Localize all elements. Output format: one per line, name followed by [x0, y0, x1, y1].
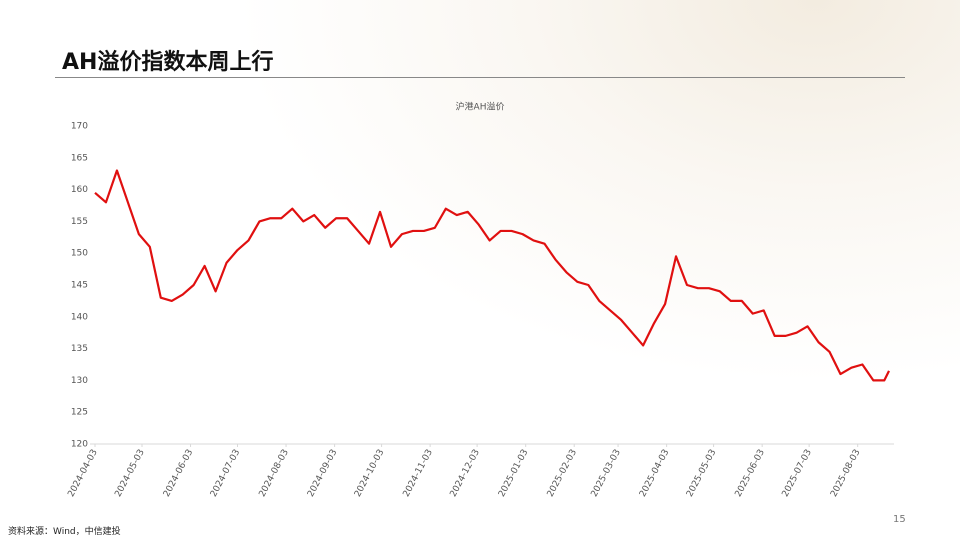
x-tick-label: 2025-03-03: [590, 448, 623, 499]
x-tick-label: 2025-01-03: [497, 448, 530, 499]
y-tick-label: 150: [71, 249, 88, 259]
y-tick-label: 155: [71, 217, 88, 227]
source-note: 资料来源：Wind，中信建投: [8, 527, 121, 537]
slide-title: AH溢价指数本周上行: [62, 50, 274, 75]
page-number: 15: [893, 514, 906, 525]
x-tick-label: 2024-08-03: [258, 448, 291, 499]
y-tick-label: 130: [71, 376, 88, 386]
x-tick-label: 2025-08-03: [829, 448, 862, 499]
data-line: [94, 169, 890, 382]
x-tick-label: 2024-04-03: [66, 448, 99, 499]
x-tick-label: 2025-05-03: [685, 448, 718, 499]
x-tick-label: 2024-11-03: [402, 448, 435, 499]
x-tick-label: 2025-07-03: [781, 448, 814, 499]
x-tick-label: 2024-07-03: [209, 448, 242, 499]
x-tick-label: 2025-04-03: [638, 448, 671, 499]
chart-title: 沪港AH溢价: [456, 101, 505, 113]
x-tick-label: 2024-12-03: [449, 448, 482, 499]
x-tick-label: 2024-10-03: [353, 448, 386, 499]
y-tick-label: 160: [71, 185, 88, 195]
title-rule: [55, 77, 905, 78]
x-tick-label: 2025-06-03: [734, 448, 767, 499]
y-tick-label: 140: [71, 312, 88, 322]
y-tick-label: 125: [71, 408, 88, 418]
x-tick-label: 2024-06-03: [162, 448, 195, 499]
y-tick-label: 135: [71, 344, 88, 354]
x-tick-label: 2025-02-03: [546, 448, 579, 499]
y-tick-label: 145: [71, 281, 88, 291]
x-tick-label: 2024-05-03: [113, 448, 146, 499]
x-tick-label: 2024-09-03: [306, 448, 339, 499]
y-tick-label: 120: [71, 440, 88, 450]
y-tick-label: 165: [71, 153, 88, 163]
y-tick-label: 170: [71, 122, 88, 132]
